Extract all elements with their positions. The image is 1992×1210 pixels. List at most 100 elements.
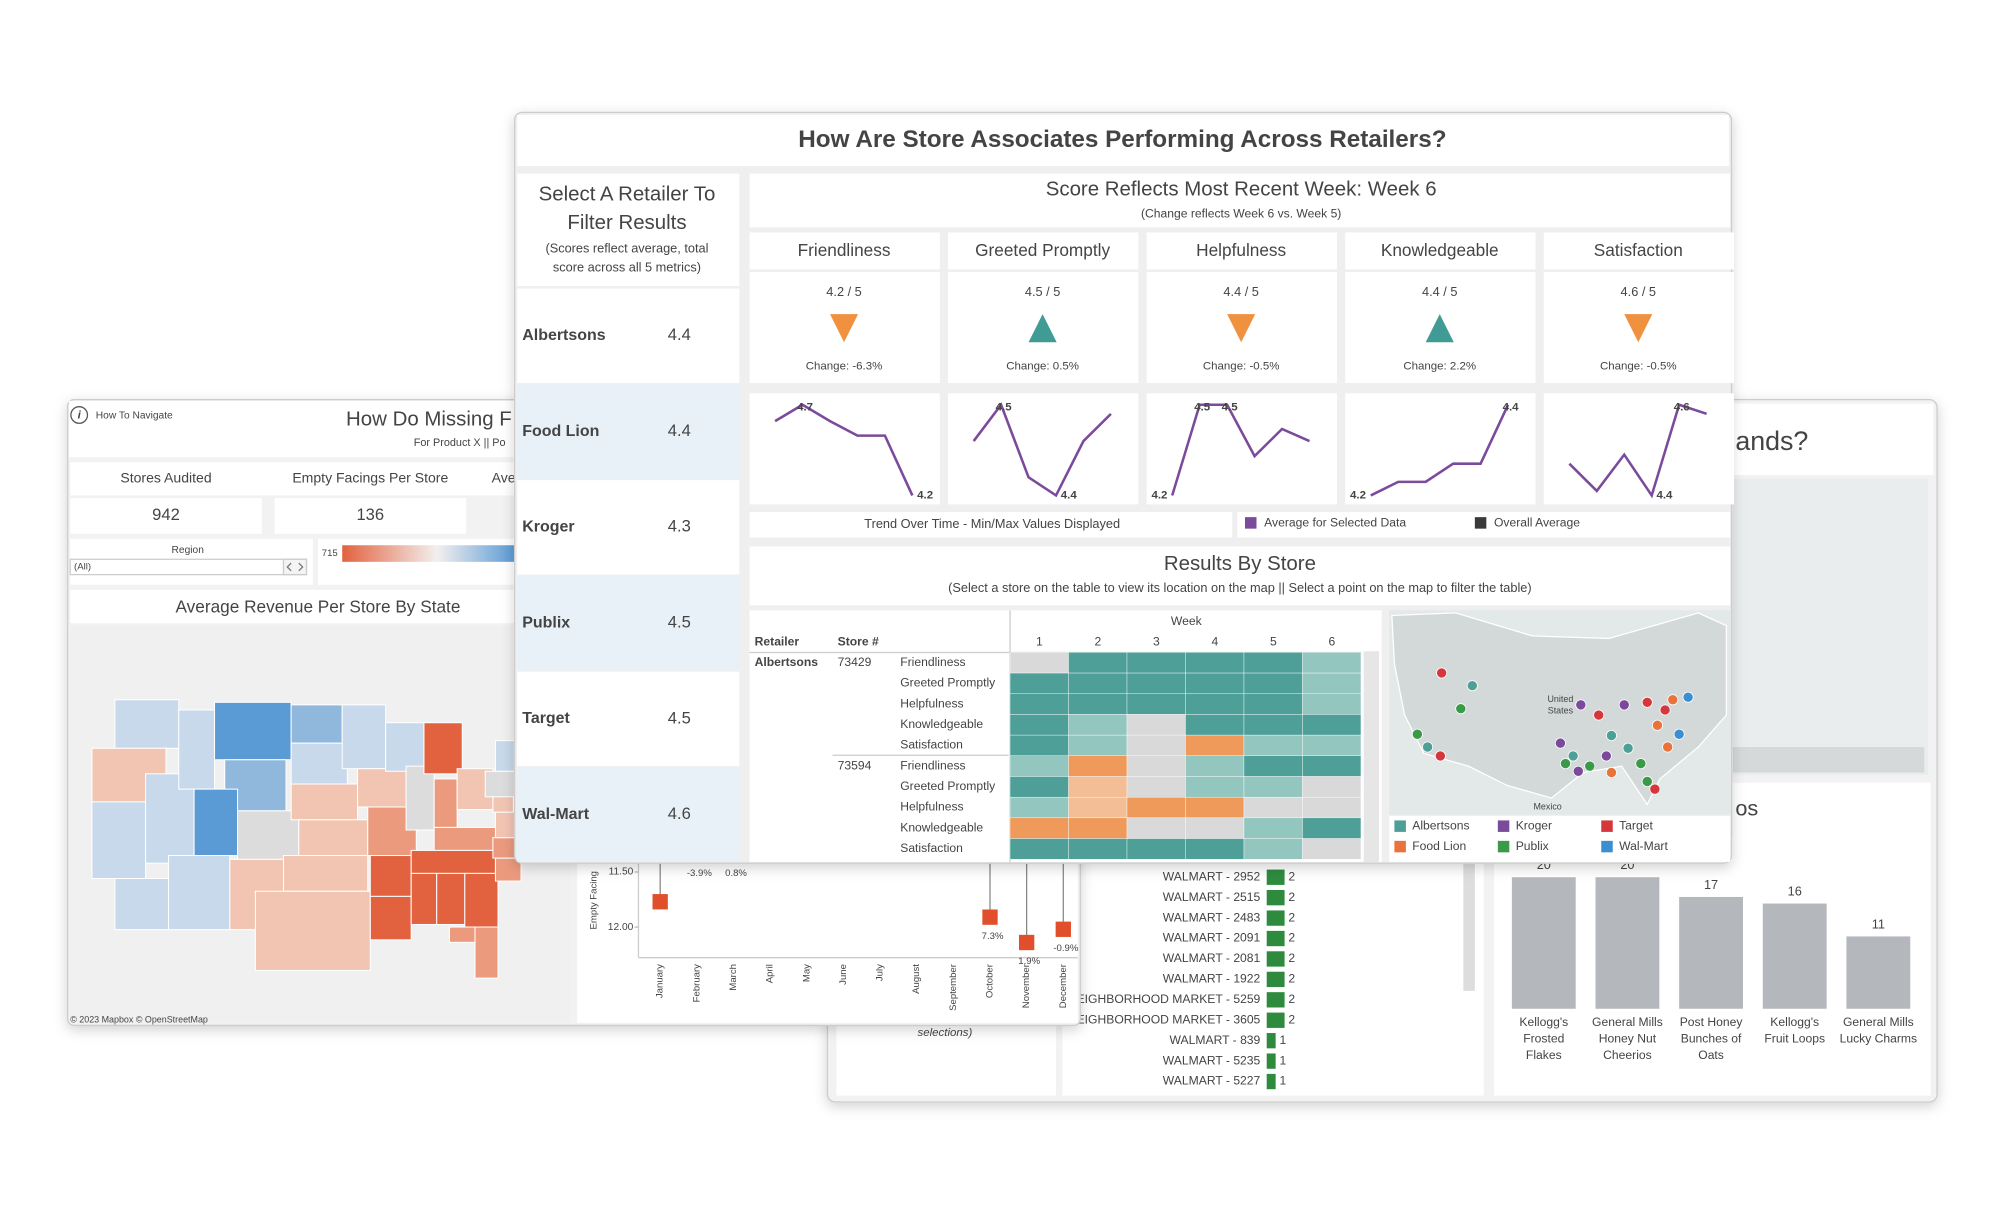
map-dot[interactable] [1560, 758, 1571, 770]
heat-cell[interactable] [1302, 734, 1362, 756]
heat-cell[interactable] [1185, 776, 1245, 798]
heat-cell[interactable] [1185, 714, 1245, 736]
map-dot[interactable] [1411, 728, 1423, 740]
heat-cell[interactable] [1126, 838, 1186, 860]
map-dot[interactable] [1673, 728, 1685, 740]
heat-cell[interactable] [1068, 817, 1128, 839]
heat-cell[interactable] [1243, 714, 1303, 736]
map-dot[interactable] [1667, 694, 1679, 706]
map-dot[interactable] [1567, 750, 1579, 762]
heat-cell[interactable] [1009, 838, 1069, 860]
map-dot[interactable] [1641, 775, 1653, 787]
retailer-row[interactable] [517, 575, 740, 671]
heat-cell[interactable] [1126, 796, 1186, 819]
map-dot[interactable] [1572, 765, 1584, 777]
scrollbar[interactable] [1363, 651, 1380, 862]
map-dot[interactable] [1662, 741, 1674, 753]
heat-cell[interactable] [1009, 817, 1069, 839]
heat-cell[interactable] [1009, 714, 1069, 736]
map-dot[interactable] [1651, 719, 1663, 731]
heat-cell[interactable] [1243, 817, 1303, 839]
heat-cell[interactable] [1068, 714, 1128, 736]
heat-cell[interactable] [1243, 776, 1303, 798]
retailer-row[interactable] [517, 384, 740, 479]
map-dot[interactable] [1618, 699, 1630, 711]
heat-cell[interactable] [1126, 734, 1186, 756]
retailer-row[interactable] [517, 767, 740, 862]
heat-cell[interactable] [1009, 776, 1069, 798]
map-dot[interactable] [1641, 696, 1653, 708]
heat-cell[interactable] [1243, 796, 1303, 819]
heat-cell[interactable] [1185, 755, 1245, 777]
retailer-row[interactable] [517, 480, 740, 575]
heat-cell[interactable] [1185, 652, 1245, 674]
map-dot[interactable] [1682, 691, 1694, 703]
map-dot[interactable] [1554, 737, 1566, 749]
map-dot[interactable] [1455, 703, 1467, 715]
heat-cell[interactable] [1302, 714, 1362, 736]
map-dot[interactable] [1575, 699, 1587, 711]
heat-cell[interactable] [1185, 817, 1245, 839]
heat-cell[interactable] [1126, 755, 1186, 777]
heat-cell[interactable] [1009, 693, 1069, 715]
heat-cell[interactable] [1068, 693, 1128, 715]
heat-cell[interactable] [1126, 693, 1186, 715]
map-dot[interactable] [1605, 730, 1617, 741]
map-dot[interactable] [1422, 741, 1434, 753]
heat-cell[interactable] [1068, 734, 1128, 756]
heat-cell[interactable] [1185, 693, 1245, 715]
map-dot[interactable] [1593, 709, 1605, 721]
heat-cell[interactable] [1302, 838, 1362, 860]
heat-cell[interactable] [1068, 838, 1128, 860]
heat-cell[interactable] [1302, 755, 1362, 777]
heat-cell[interactable] [1302, 776, 1362, 798]
map-dot[interactable] [1649, 783, 1661, 795]
heat-cell[interactable] [1068, 776, 1128, 798]
heat-cell[interactable] [1243, 693, 1303, 715]
map-dot[interactable] [1659, 704, 1671, 716]
heat-cell[interactable] [1243, 838, 1303, 860]
heat-cell[interactable] [1009, 672, 1069, 694]
heat-cell[interactable] [1243, 734, 1303, 756]
map-dot[interactable] [1584, 760, 1596, 772]
heat-cell[interactable] [1185, 672, 1245, 694]
heat-cell[interactable] [1243, 672, 1303, 694]
heat-cell[interactable] [1009, 652, 1069, 674]
heat-cell[interactable] [1126, 672, 1186, 694]
heat-cell[interactable] [1302, 796, 1362, 819]
retailer-row[interactable] [517, 288, 740, 384]
map-dot[interactable] [1605, 767, 1617, 779]
heat-cell[interactable] [1068, 672, 1128, 694]
heat-cell[interactable] [1068, 755, 1128, 777]
heat-cell[interactable] [1009, 734, 1069, 756]
map-dot[interactable] [1600, 750, 1612, 762]
retailer-row[interactable] [517, 671, 740, 767]
heat-cell[interactable] [1126, 817, 1186, 839]
scrollbar[interactable] [1463, 863, 1475, 991]
info-icon[interactable] [70, 406, 89, 424]
map-dot[interactable] [1622, 742, 1634, 754]
heat-cell[interactable] [1009, 796, 1069, 819]
map-dot[interactable] [1436, 667, 1448, 679]
heat-cell[interactable] [1126, 652, 1186, 674]
heat-cell[interactable] [1302, 652, 1362, 674]
heat-cell[interactable] [1068, 796, 1128, 819]
heat-cell[interactable] [1302, 817, 1362, 839]
heat-cell[interactable] [1126, 714, 1186, 736]
heat-cell[interactable] [1185, 734, 1245, 756]
heat-cell[interactable] [1243, 652, 1303, 674]
heat-cell[interactable] [1185, 796, 1245, 819]
map-dot[interactable] [1434, 750, 1446, 762]
heat-cell[interactable] [1009, 755, 1069, 777]
dropdown-arrows[interactable] [282, 558, 308, 576]
map-dot[interactable] [1466, 680, 1478, 692]
heat-cell[interactable] [1126, 776, 1186, 798]
heat-cell[interactable] [1068, 652, 1128, 674]
heat-cell[interactable] [1302, 693, 1362, 715]
heat-cell[interactable] [1302, 672, 1362, 694]
legend-swatch [1497, 840, 1510, 853]
heat-cell[interactable] [1185, 838, 1245, 860]
map-dot[interactable] [1635, 758, 1647, 770]
dropdown[interactable] [69, 558, 308, 576]
heat-cell[interactable] [1243, 755, 1303, 777]
